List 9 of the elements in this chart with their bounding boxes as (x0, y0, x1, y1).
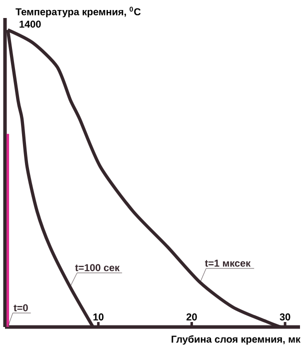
series-label: t=0 (14, 304, 28, 312)
x-tick-label: 10 (93, 313, 104, 320)
x-tick-label: 30 (280, 313, 290, 320)
series-label: t=1 мксек (204, 260, 251, 267)
x-axis-title: Глубина слоя кремния, мк (172, 335, 300, 345)
annotation: 1400 (20, 20, 41, 28)
y-axis-title: Температура кремния, $^{0}$C (16, 6, 141, 18)
series-label: t=100 сек (75, 264, 120, 272)
x-tick-label: 20 (186, 313, 197, 320)
